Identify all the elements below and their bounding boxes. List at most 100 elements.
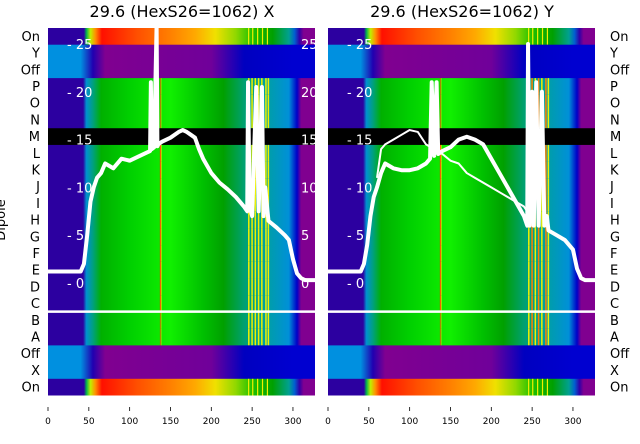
streak xyxy=(541,328,543,346)
streak xyxy=(537,311,540,329)
overlay-ytick-label-right: 10 xyxy=(301,181,318,196)
heatmap-panel-y: - 0- 5- 10- 15- 20- 25OnYOffPONMLKJIHGFE… xyxy=(325,28,630,427)
streak xyxy=(545,278,547,296)
streak xyxy=(545,78,547,95)
streak xyxy=(265,295,267,312)
streak xyxy=(439,78,442,95)
xtick-label: 0 xyxy=(45,417,51,427)
overlay-ytick-label: - 5 xyxy=(347,229,364,244)
row-label: On xyxy=(22,381,40,396)
streak xyxy=(261,295,263,312)
xtick-label: 250 xyxy=(244,417,261,427)
overlay-ytick-label-right: 15 xyxy=(301,134,318,149)
streak xyxy=(545,228,547,246)
streak xyxy=(254,278,257,296)
row-label: Y xyxy=(609,47,618,62)
streak xyxy=(160,178,162,196)
streak xyxy=(439,261,442,279)
streak xyxy=(261,328,263,346)
streak xyxy=(251,261,253,279)
streak xyxy=(251,211,253,229)
streak xyxy=(532,28,534,45)
streak xyxy=(257,78,260,95)
streak xyxy=(160,228,162,246)
streak xyxy=(439,295,442,312)
row-label: N xyxy=(30,113,40,128)
overlay-ytick-label: - 5 xyxy=(67,229,84,244)
streak xyxy=(440,311,442,329)
streak xyxy=(440,195,442,212)
chart-title-x: 29.6 (HexS26=1062) X xyxy=(90,2,275,21)
streak xyxy=(254,178,257,196)
heatmap-row xyxy=(328,328,595,346)
row-label: Off xyxy=(21,63,41,78)
streak xyxy=(261,28,264,45)
streak xyxy=(159,311,162,329)
streak xyxy=(159,111,162,129)
streak xyxy=(257,228,260,246)
streak xyxy=(254,211,257,229)
xtick-label: 200 xyxy=(203,417,220,427)
streak xyxy=(537,378,539,396)
streak xyxy=(537,228,540,246)
heatmap-row xyxy=(328,295,595,313)
streak xyxy=(547,178,550,196)
streak xyxy=(267,78,270,95)
streak xyxy=(159,295,162,312)
streak xyxy=(248,311,250,329)
streak xyxy=(439,328,442,346)
streak xyxy=(261,211,263,229)
streak xyxy=(439,278,442,296)
streak xyxy=(545,94,547,112)
chart-title-y: 29.6 (HexS26=1062) Y xyxy=(370,2,554,21)
streak xyxy=(439,311,442,329)
streak xyxy=(159,78,162,95)
streak xyxy=(546,378,549,396)
streak xyxy=(541,245,543,262)
heatmap-row xyxy=(48,345,315,363)
streak xyxy=(160,311,162,329)
streak xyxy=(528,295,530,312)
streak xyxy=(265,111,267,129)
row-label: On xyxy=(610,30,628,45)
heatmap-row xyxy=(328,311,595,330)
streak xyxy=(440,295,442,312)
row-label: L xyxy=(33,147,41,162)
streak xyxy=(547,278,550,296)
streak xyxy=(439,178,442,196)
overlay-ytick-label-right: 0 xyxy=(301,277,309,292)
row-label: E xyxy=(610,264,618,279)
streak xyxy=(541,78,543,95)
streak xyxy=(545,295,547,312)
xtick-label: 50 xyxy=(363,417,375,427)
overlay-line-profile-b xyxy=(376,129,529,212)
streak xyxy=(261,278,263,296)
streak xyxy=(257,245,260,262)
streak xyxy=(248,378,250,396)
overlay-ytick-label: - 0 xyxy=(67,277,84,292)
row-label: H xyxy=(30,214,40,229)
streak xyxy=(160,161,162,179)
streak xyxy=(265,228,267,246)
overlay-ytick-label: - 15 xyxy=(67,134,92,149)
streak xyxy=(160,328,162,346)
heatmap-row xyxy=(328,111,595,129)
streak xyxy=(160,111,162,129)
streak xyxy=(267,144,270,162)
streak xyxy=(251,245,253,262)
streak xyxy=(440,261,442,279)
heatmap-row xyxy=(48,44,315,62)
streak xyxy=(534,328,537,346)
streak xyxy=(267,295,270,312)
streak xyxy=(267,311,270,329)
xtick-label: 100 xyxy=(121,417,138,427)
streak xyxy=(547,245,550,262)
heatmap-row xyxy=(328,161,595,179)
streak xyxy=(545,144,547,162)
streak xyxy=(160,94,162,112)
row-label: F xyxy=(33,247,40,262)
streak xyxy=(160,261,162,279)
heatmap-row xyxy=(328,278,595,296)
streak xyxy=(547,295,550,312)
